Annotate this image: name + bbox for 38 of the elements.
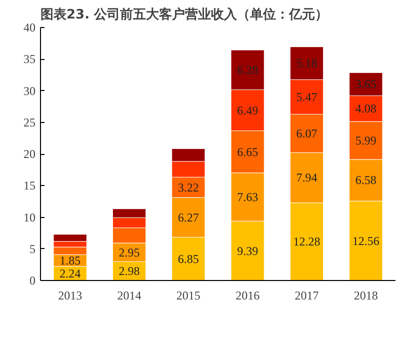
- data-label: 3.65: [355, 77, 376, 92]
- data-label: 12.28: [293, 234, 320, 249]
- y-tick-label: 40: [24, 20, 36, 34]
- x-tick-label: 2018: [354, 288, 378, 302]
- y-tick-label: 15: [24, 178, 36, 193]
- data-label: 5.47: [296, 90, 318, 104]
- y-tick-label: 5: [30, 242, 36, 256]
- y-tick-label: 30: [24, 84, 36, 98]
- x-tick-label: 2014: [117, 288, 142, 302]
- y-tick-label: 35: [24, 52, 36, 66]
- y-tick-label: 10: [24, 210, 36, 224]
- chart-title: 图表23. 公司前五大客户营业收入（单位：亿元）: [40, 6, 328, 22]
- data-label: 6.58: [355, 173, 376, 188]
- y-tick-label: 25: [24, 115, 36, 130]
- data-label: 3.22: [178, 180, 199, 194]
- data-label: 2.24: [60, 266, 81, 280]
- data-label: 12.56: [352, 234, 380, 248]
- data-label: 6.49: [237, 103, 258, 118]
- data-label: 6.65: [237, 144, 258, 159]
- data-label: 2.95: [118, 245, 140, 260]
- x-tick-label: 2016: [236, 288, 260, 302]
- data-label: 6.07: [296, 126, 318, 140]
- data-label: 4.08: [355, 102, 376, 116]
- data-label: 2.98: [118, 264, 140, 278]
- x-tick-label: 2013: [58, 288, 82, 302]
- data-label: 7.63: [237, 190, 258, 204]
- data-label: 7.94: [296, 170, 318, 185]
- data-label: 1.85: [60, 253, 81, 268]
- data-label: 6.28: [237, 62, 258, 77]
- y-tick-label: 20: [24, 147, 36, 161]
- data-label: 5.99: [355, 133, 376, 148]
- data-label: 5.18: [296, 56, 318, 70]
- data-label: 6.85: [178, 252, 199, 266]
- data-label: 6.27: [178, 210, 199, 224]
- x-tick-label: 2017: [294, 288, 319, 302]
- data-label: 9.39: [237, 244, 258, 258]
- y-tick-label: 0: [30, 274, 36, 288]
- x-tick-label: 2015: [176, 288, 200, 302]
